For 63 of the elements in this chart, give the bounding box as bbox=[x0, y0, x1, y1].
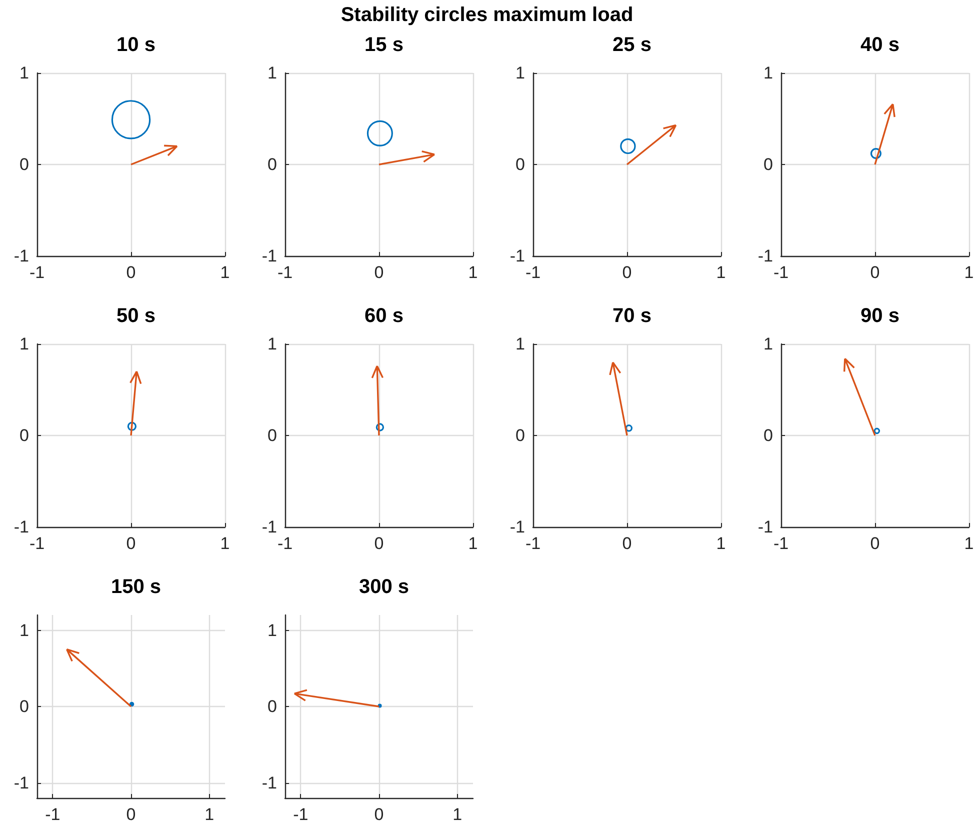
y-tick-label: 0 bbox=[516, 155, 525, 174]
chart-title: 15 s bbox=[364, 34, 404, 56]
chart-title: 150 s bbox=[110, 576, 162, 598]
x-tick-label: 0 bbox=[126, 805, 136, 824]
y-tick-label: 0 bbox=[268, 426, 277, 445]
y-tick-label: -1 bbox=[14, 246, 29, 266]
y-tick-label: -1 bbox=[510, 246, 525, 266]
chart-title: 70 s bbox=[612, 305, 652, 327]
y-tick-label: 1 bbox=[20, 620, 29, 640]
y-tick-label: -1 bbox=[758, 246, 773, 266]
x-tick-label: 1 bbox=[716, 534, 726, 553]
chart-title: 40 s bbox=[860, 34, 900, 56]
y-tick-label: 1 bbox=[764, 334, 773, 354]
x-tick-label: 0 bbox=[126, 534, 136, 553]
x-tick-label: 1 bbox=[220, 263, 230, 282]
y-tick-label: 1 bbox=[20, 334, 29, 354]
x-tick-label: -1 bbox=[45, 805, 60, 824]
x-tick-label: 1 bbox=[452, 805, 462, 824]
y-tick-label: 1 bbox=[268, 334, 277, 354]
x-tick-label: 0 bbox=[870, 534, 880, 553]
chart-title: 60 s bbox=[364, 305, 404, 327]
x-tick-label: 0 bbox=[622, 263, 632, 282]
y-tick-label: 1 bbox=[20, 64, 29, 82]
y-tick-label: 1 bbox=[764, 64, 773, 82]
y-tick-label: 0 bbox=[764, 426, 773, 445]
y-tick-label: 0 bbox=[516, 426, 525, 445]
y-tick-label: 0 bbox=[268, 155, 277, 174]
x-tick-label: 1 bbox=[964, 534, 974, 553]
y-tick-label: 1 bbox=[516, 64, 525, 82]
y-tick-label: 1 bbox=[268, 620, 277, 640]
x-tick-label: 1 bbox=[220, 534, 230, 553]
chart-title: 300 s bbox=[358, 576, 410, 598]
y-tick-label: 0 bbox=[20, 426, 29, 445]
x-tick-label: 1 bbox=[964, 263, 974, 282]
x-tick-label: 1 bbox=[468, 263, 478, 282]
y-tick-label: 1 bbox=[516, 334, 525, 354]
x-tick-label: 0 bbox=[374, 805, 384, 824]
y-tick-label: -1 bbox=[758, 518, 773, 536]
x-tick-label: 0 bbox=[126, 263, 136, 282]
y-tick-label: -1 bbox=[14, 518, 29, 536]
chart-title: 25 s bbox=[612, 34, 652, 56]
chart-title: 10 s bbox=[116, 34, 156, 56]
y-tick-label: 0 bbox=[20, 697, 29, 716]
x-tick-label: 1 bbox=[204, 805, 214, 824]
y-tick-label: -1 bbox=[262, 773, 277, 792]
y-tick-label: 0 bbox=[764, 155, 773, 174]
chart-title: 50 s bbox=[116, 305, 156, 327]
y-tick-label: 1 bbox=[268, 64, 277, 82]
y-tick-label: -1 bbox=[262, 518, 277, 536]
y-tick-label: -1 bbox=[14, 773, 29, 792]
x-tick-label: -1 bbox=[293, 805, 308, 824]
chart-title: 90 s bbox=[860, 305, 900, 327]
x-tick-label: 0 bbox=[622, 534, 632, 553]
y-tick-label: 0 bbox=[20, 155, 29, 174]
x-tick-label: 0 bbox=[374, 263, 384, 282]
y-tick-label: 0 bbox=[268, 697, 277, 716]
x-tick-label: 0 bbox=[374, 534, 384, 553]
y-tick-label: -1 bbox=[510, 518, 525, 536]
x-tick-label: 1 bbox=[716, 263, 726, 282]
text: Stability circles maximum load bbox=[340, 3, 634, 28]
x-tick-label: 0 bbox=[870, 263, 880, 282]
y-tick-label: -1 bbox=[262, 246, 277, 266]
x-tick-label: 1 bbox=[468, 534, 478, 553]
